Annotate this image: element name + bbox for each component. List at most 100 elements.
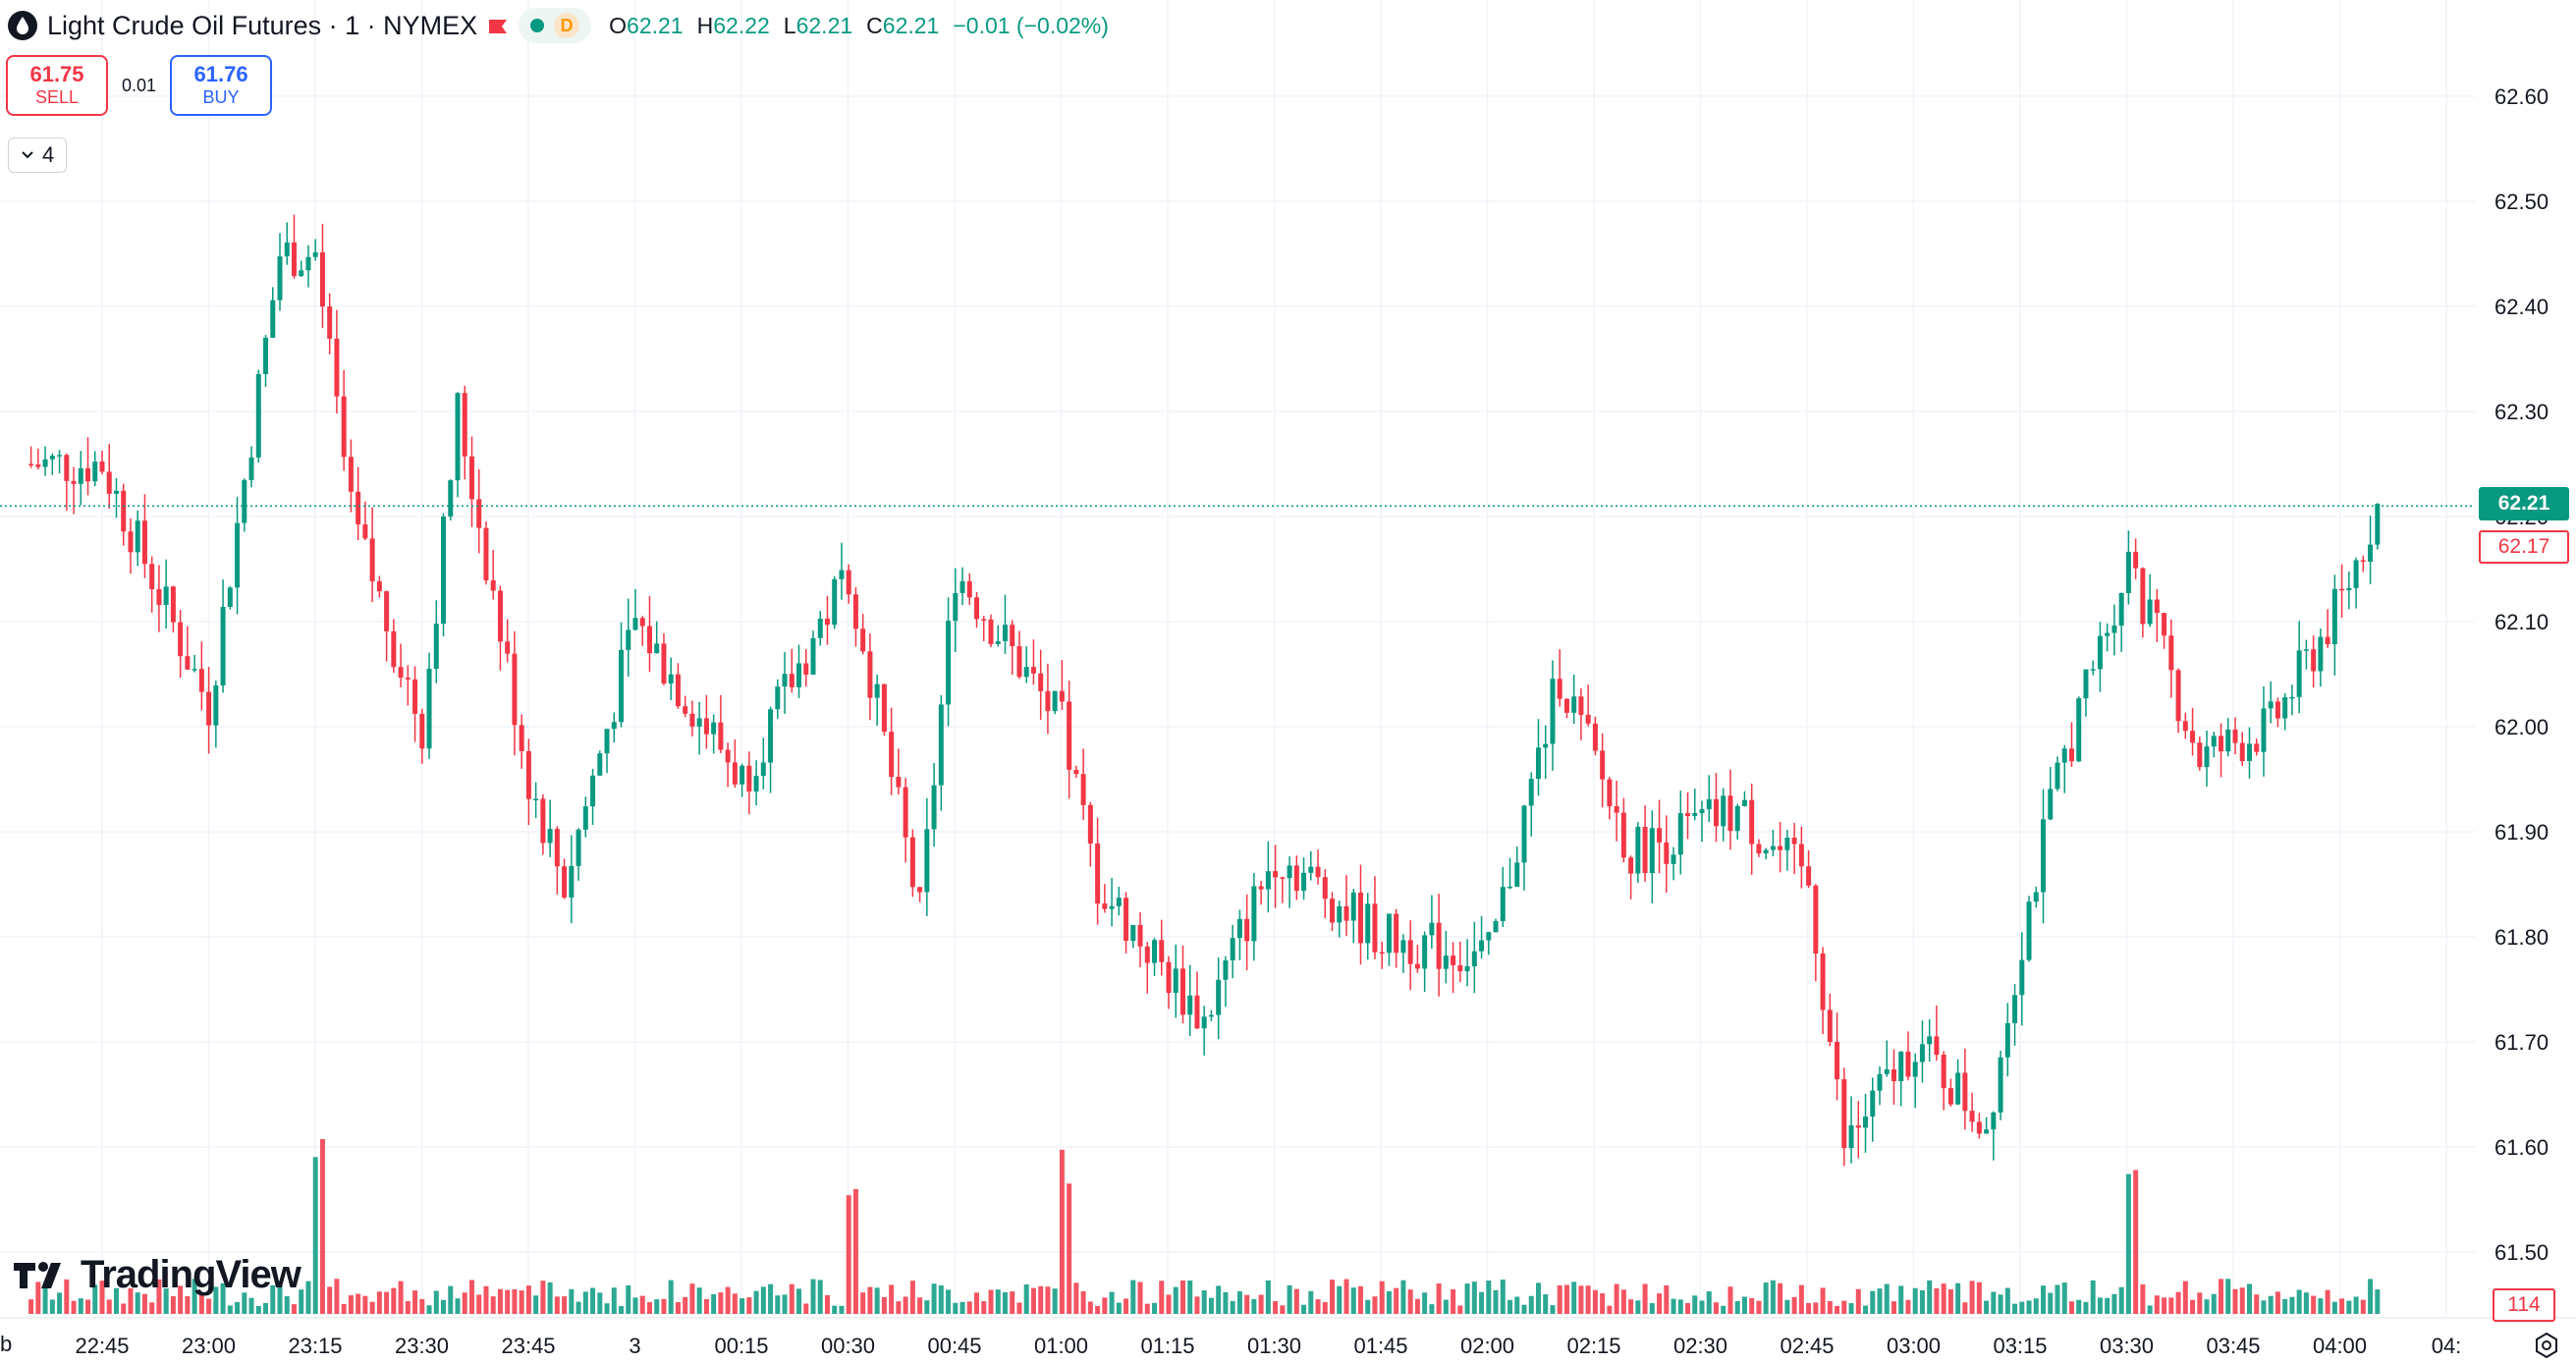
volume-bar [135,1292,140,1314]
time-tick-label: 03:00 [1887,1334,1941,1358]
flag-icon[interactable] [487,16,509,35]
candle-body [227,587,233,608]
candle-body [746,765,752,791]
volume-bar [1287,1284,1292,1314]
volume-bar [661,1298,667,1314]
volume-bar [299,1289,304,1314]
volume-bar [319,1138,325,1314]
volume-bar [2111,1293,2117,1314]
candle-body [92,461,98,482]
candle-body [1308,866,1314,873]
candle-body [1614,806,1619,813]
volume-bar [1891,1301,1896,1314]
candle-body [867,651,873,698]
volume-bar [1798,1284,1804,1314]
candle-body [2019,959,2025,996]
candle-body [959,580,965,593]
volume-bar [569,1288,575,1314]
tradingview-logo[interactable]: TradingView [12,1253,301,1297]
volume-bar [639,1295,645,1314]
candle-body [1563,698,1569,713]
volume-bar [1443,1299,1449,1314]
candle-body [2331,588,2337,645]
volume-bar [775,1295,781,1314]
volume-bar [525,1285,531,1314]
candlestick-series [28,214,2381,1167]
volume-bar [369,1301,375,1314]
volume-bar [1002,1291,1008,1314]
volume-bar [2041,1285,2047,1314]
volume-bar [846,1195,851,1314]
tradingview-logo-icon [14,1261,61,1288]
candle-body [1998,1057,2003,1113]
volume-bar [2275,1291,2280,1314]
candle-body [2133,551,2139,569]
candle-body [519,725,524,751]
candle-body [192,669,197,671]
volume-bar [1230,1300,1235,1314]
volume-bar [1251,1298,1257,1314]
volume-bar [412,1290,418,1314]
candle-body [1173,968,1178,994]
indicators-toggle-button[interactable]: 4 [8,137,68,173]
candle-body [1984,1129,1990,1134]
candle-body [2197,742,2203,768]
candle-body [2353,560,2359,588]
volume-bar [1919,1289,1925,1314]
candle-body [782,674,788,687]
volume-bar [28,1299,34,1314]
candle-body [2282,697,2288,719]
volume-bar [1962,1302,1968,1314]
volume-bar [227,1305,233,1314]
volume-bar [505,1289,511,1314]
time-tick-label: 02:45 [1780,1334,1834,1358]
candle-body [1927,1036,1933,1045]
candle-body [2254,743,2260,752]
candle-body [28,464,34,465]
candle-body [1130,924,1136,942]
candle-body [255,373,261,458]
candle-body [1585,714,1591,724]
volume-bar [1095,1305,1101,1314]
volume-bar [1784,1299,1790,1314]
candle-body [35,464,41,467]
sell-button[interactable]: 61.75 SELL [6,55,108,116]
candle-body [206,691,212,726]
candle-body [619,649,625,723]
candle-body [1365,903,1371,944]
candle-body [953,592,959,622]
volume-bar [881,1296,887,1314]
volume-bar [562,1296,568,1314]
candle-body [2105,632,2110,636]
candle-body [889,732,895,778]
symbol-title[interactable]: Light Crude Oil Futures · 1 · NYMEX [47,10,478,40]
candle-body [1379,952,1385,955]
volume-bar [1827,1300,1833,1314]
buy-label: BUY [202,87,240,107]
volume-bar [433,1290,439,1314]
volume-bar [441,1299,447,1314]
volume-bar [1109,1291,1115,1314]
candle-body [1706,798,1712,810]
volume-bar [2197,1292,2203,1314]
candle-body [1429,922,1435,936]
candle-body [547,829,553,844]
candle-body [405,678,411,680]
volume-bar [2019,1301,2025,1314]
volume-bar [2311,1295,2317,1314]
candle-body [476,499,482,528]
volume-bar [2219,1279,2224,1314]
volume-bar [1208,1297,1214,1314]
session-status-pill[interactable]: D [519,8,592,43]
volume-bar [1429,1304,1435,1314]
volume-bar [468,1280,474,1314]
volume-bar [533,1295,539,1314]
candle-body [1855,1125,1861,1128]
settings-icon[interactable] [2532,1331,2561,1360]
ohlc-key: H [696,12,714,38]
candle-body [1784,837,1790,850]
buy-button[interactable]: 61.76 BUY [170,55,273,116]
candle-body [1372,903,1378,953]
volume-bar [2339,1298,2345,1314]
